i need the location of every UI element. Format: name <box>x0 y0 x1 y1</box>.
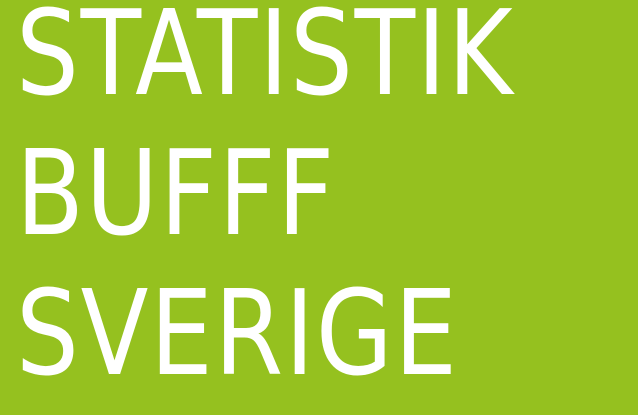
banner-line: STATISTIK <box>16 0 515 122</box>
banner-line: SVERIGE <box>16 264 459 402</box>
banner-line: BUFFF <box>16 124 337 262</box>
